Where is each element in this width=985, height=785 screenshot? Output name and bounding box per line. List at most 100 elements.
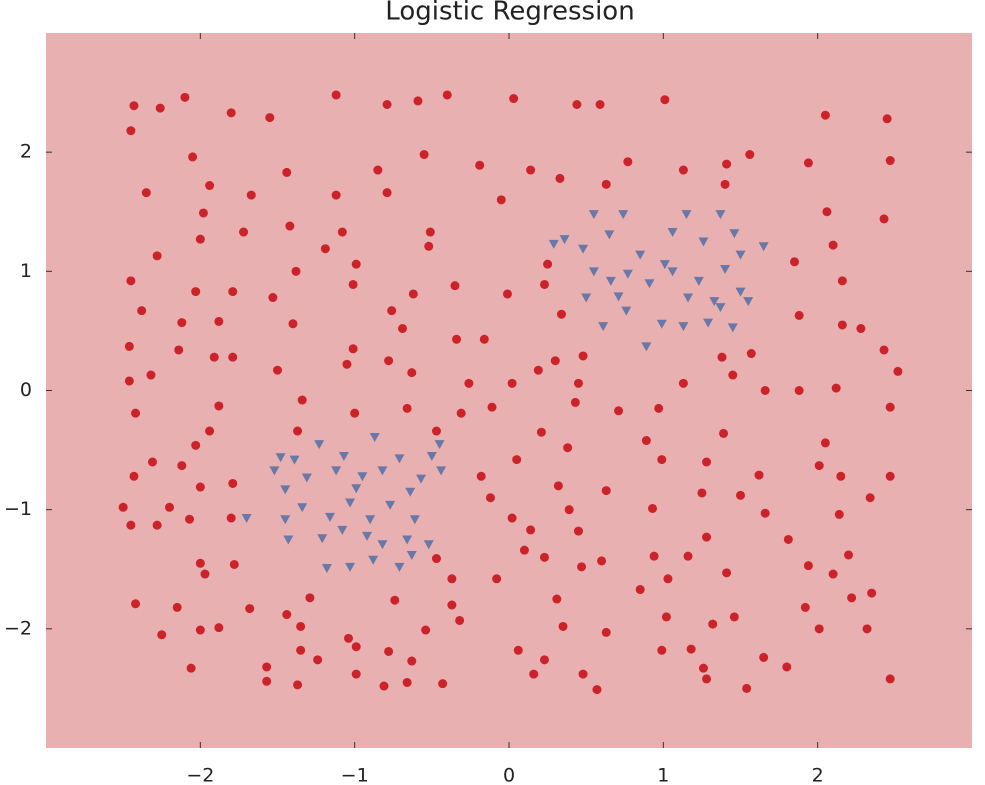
point — [703, 318, 714, 328]
point — [200, 569, 210, 579]
point — [548, 239, 559, 249]
point — [447, 600, 457, 610]
point — [754, 470, 764, 480]
point — [398, 324, 408, 334]
point — [402, 403, 412, 413]
point — [124, 376, 134, 386]
point — [885, 471, 895, 481]
point — [246, 190, 256, 200]
y-tick-label: 1 — [20, 260, 32, 282]
point — [513, 645, 523, 655]
point — [678, 322, 689, 332]
point — [526, 165, 536, 175]
point — [394, 562, 405, 572]
point — [262, 662, 272, 672]
point — [293, 426, 303, 436]
point — [293, 680, 303, 690]
x-tick-label: 0 — [503, 765, 515, 785]
point — [729, 612, 739, 622]
point — [828, 240, 838, 250]
point — [601, 486, 611, 496]
point — [357, 472, 368, 482]
point — [865, 493, 875, 503]
point — [702, 457, 712, 467]
point — [555, 173, 565, 183]
point — [314, 440, 325, 450]
point — [434, 440, 445, 450]
point — [275, 453, 286, 463]
point — [282, 610, 292, 620]
y-tick-label: −2 — [4, 617, 32, 639]
point — [800, 602, 810, 612]
point — [345, 498, 356, 508]
point — [384, 646, 394, 656]
point — [436, 466, 447, 476]
point — [641, 436, 651, 446]
point — [604, 230, 615, 240]
point — [297, 503, 308, 513]
point — [337, 525, 348, 535]
point — [475, 160, 485, 170]
point — [280, 515, 291, 525]
point — [226, 513, 236, 523]
point — [715, 210, 726, 220]
x-tick-label: −1 — [341, 765, 369, 785]
point — [564, 505, 574, 515]
point — [635, 585, 645, 595]
point — [280, 485, 291, 495]
point — [663, 574, 673, 584]
point — [456, 408, 466, 418]
point — [729, 229, 740, 239]
point — [331, 190, 341, 200]
point — [512, 455, 522, 465]
point — [191, 440, 201, 450]
point — [394, 454, 405, 464]
point — [644, 279, 655, 289]
point — [728, 370, 738, 380]
point — [837, 320, 847, 330]
point — [350, 408, 360, 418]
point — [601, 627, 611, 637]
point — [709, 297, 720, 307]
point — [177, 318, 187, 328]
point — [742, 683, 752, 693]
point — [180, 92, 190, 102]
point — [228, 478, 238, 488]
point — [317, 534, 328, 544]
point — [447, 574, 457, 584]
point — [722, 568, 732, 578]
point — [686, 644, 696, 654]
point — [337, 227, 347, 237]
point — [588, 267, 599, 277]
point — [598, 322, 609, 332]
point — [421, 625, 431, 635]
point — [697, 488, 707, 498]
point — [782, 662, 792, 672]
point — [758, 242, 769, 252]
point — [479, 334, 489, 344]
point — [803, 561, 813, 571]
point — [131, 599, 141, 609]
point — [539, 552, 549, 562]
point — [289, 455, 300, 465]
point — [536, 427, 546, 437]
point — [405, 487, 416, 497]
point — [185, 514, 195, 524]
point — [442, 90, 452, 100]
point — [719, 428, 729, 438]
point — [407, 368, 417, 378]
point — [836, 471, 846, 481]
point — [893, 366, 903, 376]
point — [735, 287, 746, 297]
point — [659, 260, 670, 270]
point — [702, 674, 712, 684]
point — [351, 642, 361, 652]
point — [879, 214, 889, 224]
point — [759, 652, 769, 662]
point — [174, 345, 184, 355]
point — [209, 352, 219, 362]
point — [413, 96, 423, 106]
point — [338, 452, 349, 462]
point — [657, 455, 667, 465]
